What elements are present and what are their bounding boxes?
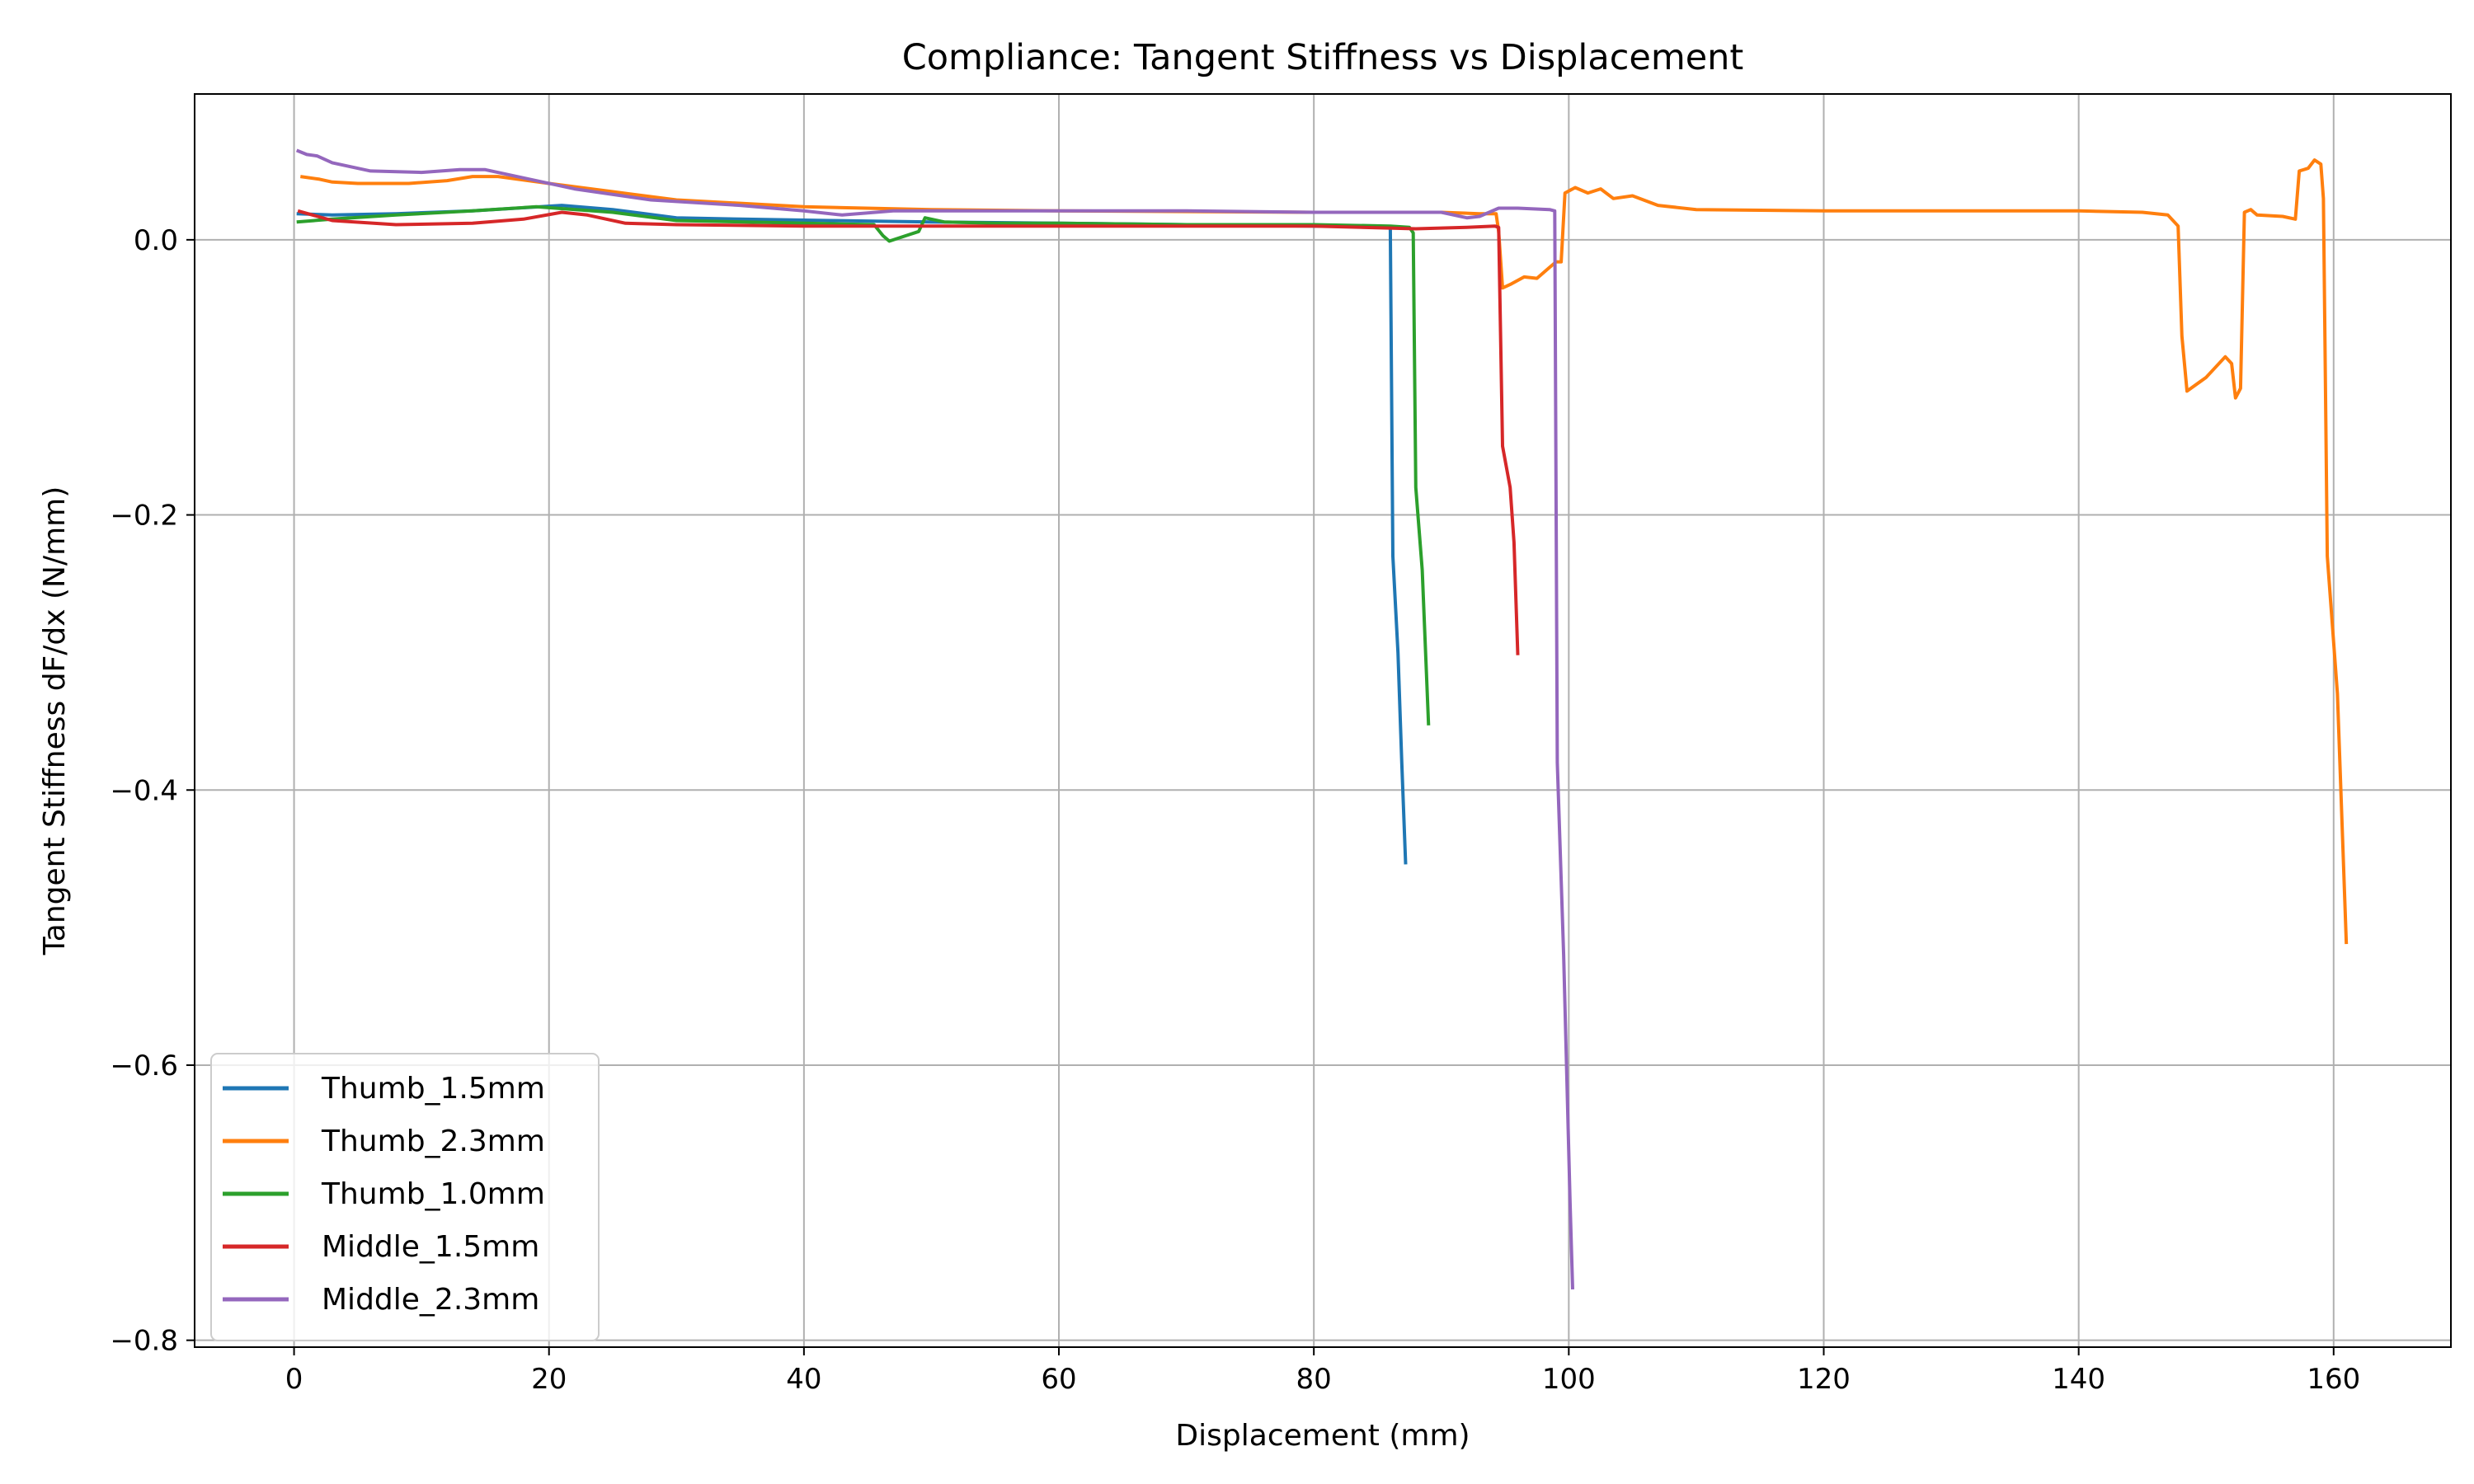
x-tick-label: 120 [1797,1363,1851,1396]
x-tick-label: 0 [285,1363,303,1396]
y-axis: 0.0 −0.2 −0.4 −0.6 −0.8 [110,224,195,1358]
y-tick-label: −0.6 [110,1050,178,1082]
x-tick-label: 60 [1041,1363,1076,1396]
series-layer [295,148,2349,1289]
legend: Thumb_1.5mm Thumb_2.3mm Thumb_1.0mm Middle_… [210,1053,600,1341]
legend-label: Thumb_2.3mm [321,1125,545,1158]
legend-label: Middle_1.5mm [322,1230,539,1264]
series-line-middle-2-3mm [295,148,1574,1289]
x-tick-label: 80 [1296,1363,1332,1396]
series-line-middle-1-5mm [297,209,1520,655]
y-tick-label: −0.8 [110,1325,178,1358]
x-tick-label: 40 [786,1363,821,1396]
x-axis: 0 20 40 60 80 100 120 140 160 [285,1347,2360,1396]
legend-box [210,1053,600,1341]
chart-title: Compliance: Tangent Stiffness vs Displac… [902,37,1744,78]
x-tick-label: 160 [2307,1363,2360,1396]
plot-frame [194,93,2452,1348]
x-tick-label: 100 [1542,1363,1596,1396]
y-tick-label: −0.2 [110,500,178,533]
y-tick-label: 0.0 [134,224,178,257]
legend-label: Thumb_1.5mm [321,1072,545,1106]
x-axis-label: Displacement (mm) [1175,1419,1470,1453]
y-axis-label: Tangent Stiffness dF/dx (N/mm) [38,486,72,956]
x-tick-label: 20 [531,1363,567,1396]
series-line-thumb-2-3mm [300,158,2349,945]
legend-label: Middle_2.3mm [322,1283,539,1317]
x-tick-label: 140 [2052,1363,2105,1396]
legend-label: Thumb_1.0mm [321,1177,545,1211]
grid [195,94,2451,1347]
y-tick-label: −0.4 [110,774,178,807]
